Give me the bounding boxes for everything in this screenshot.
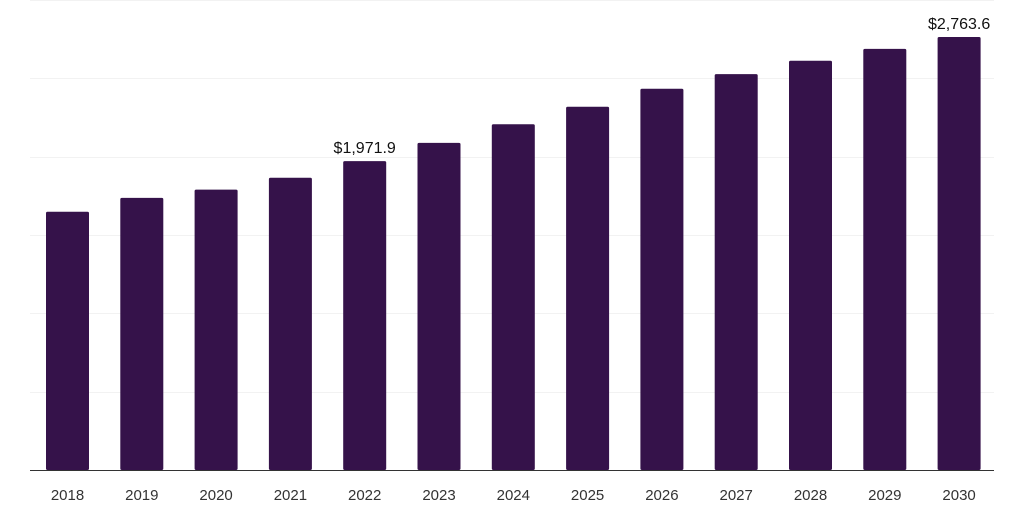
data-label-2022: $1,971.9 bbox=[334, 140, 396, 157]
bars bbox=[46, 37, 981, 471]
data-label-2030: $2,763.6 bbox=[928, 16, 990, 33]
x-axis-ticks: 2018 2019 2020 2021 2022 2023 2024 2025 2026 2027… bbox=[51, 487, 976, 504]
x-tick-label-2030: 2030 bbox=[942, 487, 975, 504]
bar-2026[interactable] bbox=[640, 88, 684, 470]
bar-2027[interactable] bbox=[714, 74, 758, 470]
bar-2024[interactable] bbox=[491, 124, 535, 470]
bar-2030[interactable] bbox=[937, 37, 981, 470]
x-tick-label-2024: 2024 bbox=[497, 487, 530, 504]
bar-2025[interactable] bbox=[566, 106, 610, 470]
x-tick-label-2027: 2027 bbox=[720, 487, 753, 504]
bar-2029[interactable] bbox=[863, 48, 907, 471]
x-tick-label-2021: 2021 bbox=[274, 487, 307, 504]
x-tick-label-2019: 2019 bbox=[125, 487, 158, 504]
x-tick-label-2026: 2026 bbox=[645, 487, 678, 504]
bar-2018[interactable] bbox=[46, 211, 89, 471]
bar-2020[interactable] bbox=[194, 189, 238, 470]
bar-2021[interactable] bbox=[268, 177, 312, 471]
bar-2028[interactable] bbox=[789, 60, 832, 471]
x-tick-label-2018: 2018 bbox=[51, 487, 84, 504]
bar-2019[interactable] bbox=[120, 197, 164, 470]
bar-2023[interactable] bbox=[417, 142, 461, 470]
x-tick-label-2022: 2022 bbox=[348, 487, 381, 504]
x-tick-label-2020: 2020 bbox=[199, 487, 232, 504]
bar-2022[interactable] bbox=[343, 161, 387, 470]
x-tick-label-2023: 2023 bbox=[422, 487, 455, 504]
x-tick-label-2029: 2029 bbox=[868, 487, 901, 504]
data-labels: $1,971.9 $2,763.6 bbox=[334, 16, 991, 157]
x-tick-label-2025: 2025 bbox=[571, 487, 604, 504]
x-tick-label-2028: 2028 bbox=[794, 487, 827, 504]
